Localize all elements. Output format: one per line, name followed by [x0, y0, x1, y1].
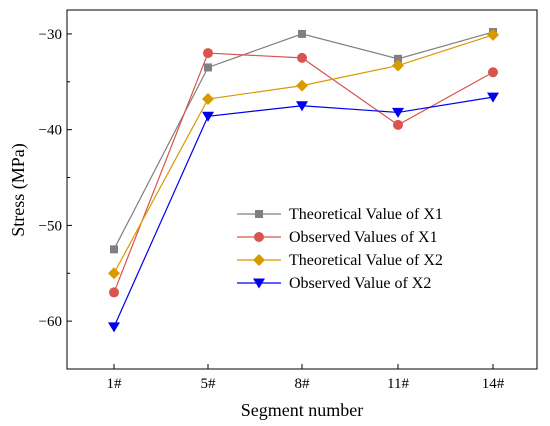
data-point — [392, 107, 404, 118]
data-point — [487, 92, 499, 103]
y-tick-label: −60 — [39, 314, 62, 330]
legend-label: Observed Value of X2 — [289, 275, 431, 292]
legend-label: Observed Values of X1 — [289, 229, 438, 246]
x-tick-label: 11# — [387, 376, 409, 392]
data-point — [296, 101, 308, 112]
data-point — [202, 93, 214, 106]
data-point — [108, 267, 120, 280]
data-point — [202, 111, 214, 122]
y-tick-label: −50 — [39, 218, 62, 234]
data-point — [297, 52, 307, 63]
data-point — [109, 287, 119, 298]
data-point — [110, 245, 118, 254]
y-axis-label: Stress (MPa) — [8, 143, 29, 237]
x-tick-label: 5# — [201, 376, 217, 392]
y-tick-label: −40 — [39, 123, 62, 139]
legend-marker — [255, 210, 263, 218]
data-point — [394, 54, 402, 63]
legend-marker — [253, 278, 265, 289]
legend-marker — [253, 254, 265, 266]
data-point — [296, 79, 308, 92]
legend-entry: Observed Value of X2 — [237, 275, 431, 292]
legend-label: Theoretical Value of X2 — [289, 252, 443, 269]
legend-label: Theoretical Value of X1 — [289, 206, 443, 223]
data-point — [487, 28, 499, 41]
x-tick-label: 14# — [482, 376, 505, 392]
legend-entry: Observed Values of X1 — [237, 229, 438, 246]
series-4 — [108, 92, 499, 333]
x-axis-label: Segment number — [241, 400, 363, 420]
x-tick-label: 1# — [107, 376, 123, 392]
x-tick-label: 8# — [295, 376, 311, 392]
data-point — [393, 119, 403, 130]
series-3 — [108, 28, 499, 280]
data-point — [108, 322, 120, 333]
legend-entry: Theoretical Value of X1 — [237, 206, 443, 223]
plot-frame — [66, 9, 538, 370]
legend-marker — [254, 232, 264, 242]
y-tick-label: −30 — [39, 27, 62, 43]
legend-entry: Theoretical Value of X2 — [237, 252, 443, 269]
data-point — [204, 63, 212, 72]
data-point — [488, 67, 498, 78]
legend: Theoretical Value of X1 Observed Values o… — [237, 206, 443, 292]
data-point — [298, 29, 306, 38]
data-point — [203, 48, 213, 59]
data-point — [392, 59, 404, 72]
